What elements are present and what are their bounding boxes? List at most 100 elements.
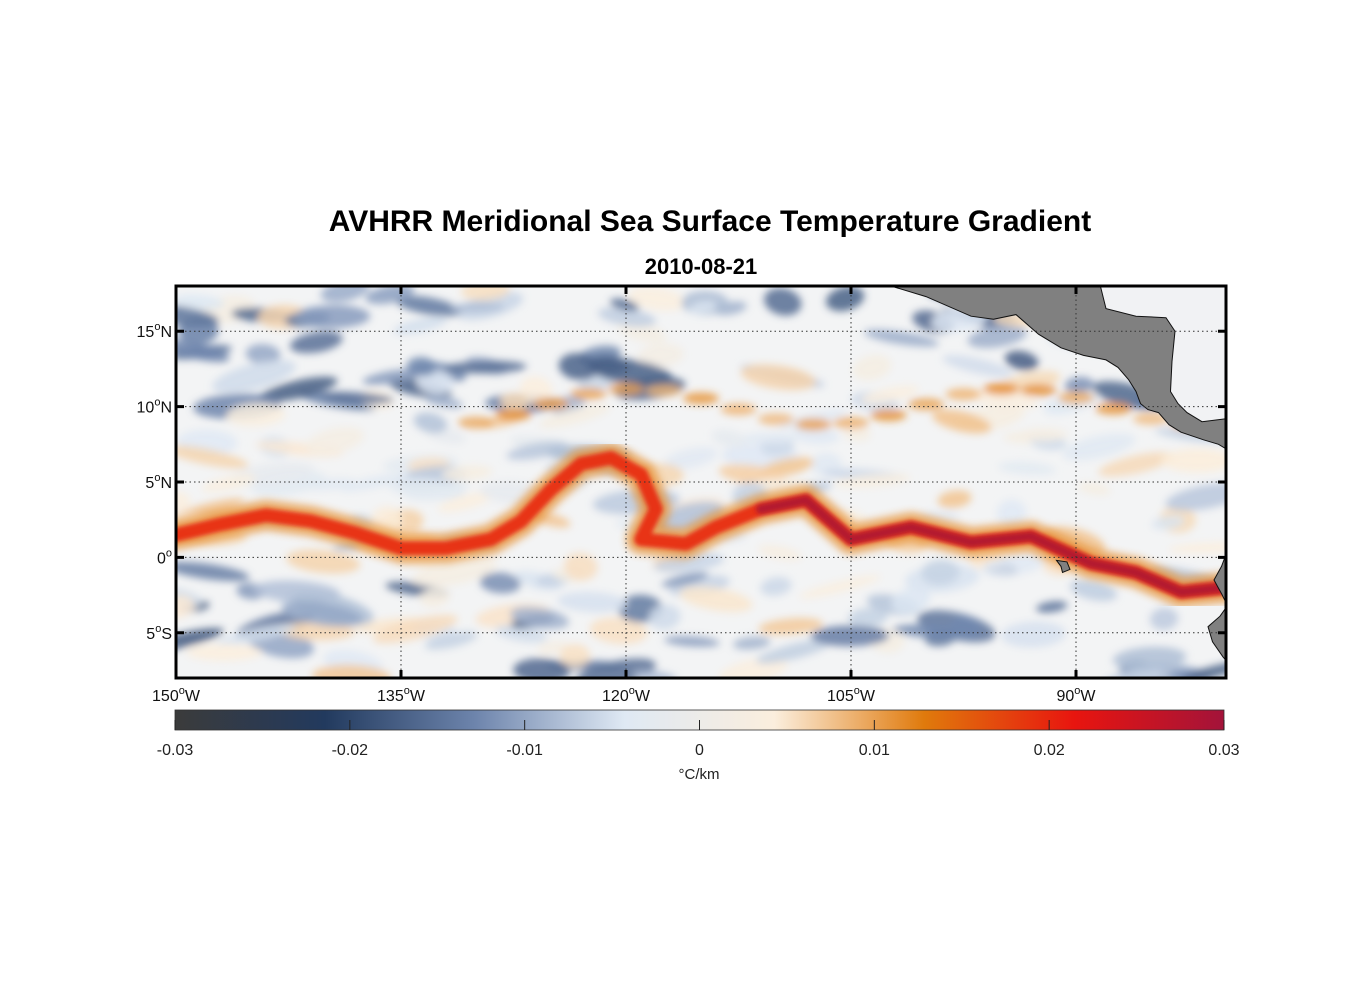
field-blob: [981, 553, 1045, 577]
x-axis-ticks: 150oW 135oW 120oW 105oW 90oW: [152, 286, 1096, 705]
field-blob: [201, 474, 256, 493]
field-blob: [395, 295, 462, 317]
field-blob: [176, 561, 250, 582]
field-blob: [305, 427, 364, 455]
field-blob: [664, 636, 720, 647]
field-blob: [683, 392, 719, 405]
field-blob: [1064, 377, 1095, 393]
caribbean-sea: [1099, 286, 1226, 423]
field-blob: [413, 412, 448, 434]
field-blob: [609, 298, 640, 311]
field-blob: [495, 408, 532, 421]
chart-title: AVHRR Meridional Sea Surface Temperature…: [328, 205, 1092, 238]
y-tick-label: 5oS: [146, 623, 172, 643]
field-blob: [281, 601, 364, 627]
field-blob: [608, 382, 644, 395]
field-blob: [756, 639, 833, 664]
front-max: [756, 495, 1226, 598]
field-blob: [412, 556, 497, 587]
field-blob: [1058, 391, 1094, 404]
field-blob: [495, 624, 548, 643]
field-blob: [286, 549, 361, 574]
field-blob: [860, 385, 919, 405]
field-blob: [460, 286, 511, 301]
field-blob: [1001, 621, 1066, 648]
field-blob: [212, 359, 296, 394]
field-blob: [637, 343, 684, 368]
field-blob: [617, 321, 667, 344]
field-blob: [575, 658, 656, 678]
field-blob: [278, 621, 355, 641]
field-blob: [688, 300, 717, 315]
colorbar: -0.03 -0.02 -0.01 0 0.01 0.02 0.03 °C/km: [157, 709, 1240, 783]
field-blob: [852, 354, 892, 381]
field-blob: [362, 369, 421, 385]
field-blob: [373, 614, 458, 644]
field-blob: [479, 572, 521, 594]
field-blob: [320, 286, 370, 303]
field-blob: [216, 624, 296, 646]
x-tick-label: 120oW: [602, 685, 651, 705]
field-blob: [757, 545, 803, 561]
field-blob: [500, 392, 530, 411]
field-blob: [810, 625, 890, 647]
field-blob: [1133, 412, 1169, 425]
field-blob: [733, 636, 771, 650]
colorbar-tick-label: 0.03: [1208, 742, 1239, 759]
field-blob: [760, 577, 792, 596]
field-blob: [1062, 433, 1136, 461]
colorbar-tick-label: 0.01: [859, 742, 890, 759]
field-blob: [393, 316, 448, 335]
field-blob: [983, 382, 1019, 395]
field-blob: [176, 628, 224, 653]
field-blob: [834, 473, 911, 488]
field-blob: [519, 376, 553, 404]
field-blob: [450, 302, 505, 313]
field-blob: [758, 413, 794, 426]
field-blob: [1019, 427, 1068, 442]
heatmap-field: 150oW 135oW 120oW 105oW 90oW 15oN 10oN 5oN 0o 5o…: [137, 284, 1228, 705]
x-tick-label: 105oW: [827, 685, 876, 705]
field-blob: [559, 644, 590, 668]
field-blob: [258, 376, 338, 402]
field-blob: [538, 404, 611, 428]
colorbar-tick-label: -0.03: [157, 742, 194, 759]
colorbar-tick-label: 0: [695, 742, 704, 759]
field-blob: [588, 358, 673, 386]
field-blob: [226, 403, 286, 427]
field-blob: [294, 304, 371, 329]
field-blob: [438, 492, 493, 513]
field-blob: [424, 631, 478, 650]
field-blob: [825, 286, 865, 312]
field-blob: [937, 490, 972, 509]
field-blob: [664, 447, 718, 470]
y-tick-label: 15oN: [137, 321, 172, 341]
field-blob: [711, 429, 748, 448]
field-blob: [1149, 607, 1179, 631]
colorbar-unit-label: °C/km: [679, 766, 720, 783]
field-blob: [570, 387, 607, 400]
field-blob: [1036, 601, 1068, 613]
field-blob: [970, 387, 1038, 410]
field-blob: [1151, 515, 1185, 530]
field-blob: [506, 441, 568, 461]
field-blob: [908, 398, 944, 411]
central-america-land: [889, 286, 1226, 450]
field-blob: [589, 617, 648, 645]
y-tick-label: 0o: [157, 547, 172, 567]
field-blob: [996, 499, 1027, 528]
field-blob: [864, 329, 939, 347]
field-blob: [510, 607, 569, 629]
field-blob: [720, 403, 757, 416]
field-blob: [176, 445, 249, 469]
x-tick-label: 135oW: [377, 685, 426, 705]
field-blob: [1098, 452, 1175, 477]
field-blob: [764, 288, 802, 316]
field-blob: [1077, 482, 1111, 496]
field-blob: [998, 461, 1056, 476]
field-blob: [628, 286, 686, 311]
field-blob: [1112, 646, 1187, 671]
field-blob: [1069, 579, 1118, 602]
field-blob: [653, 553, 725, 573]
field-blob: [425, 395, 463, 409]
